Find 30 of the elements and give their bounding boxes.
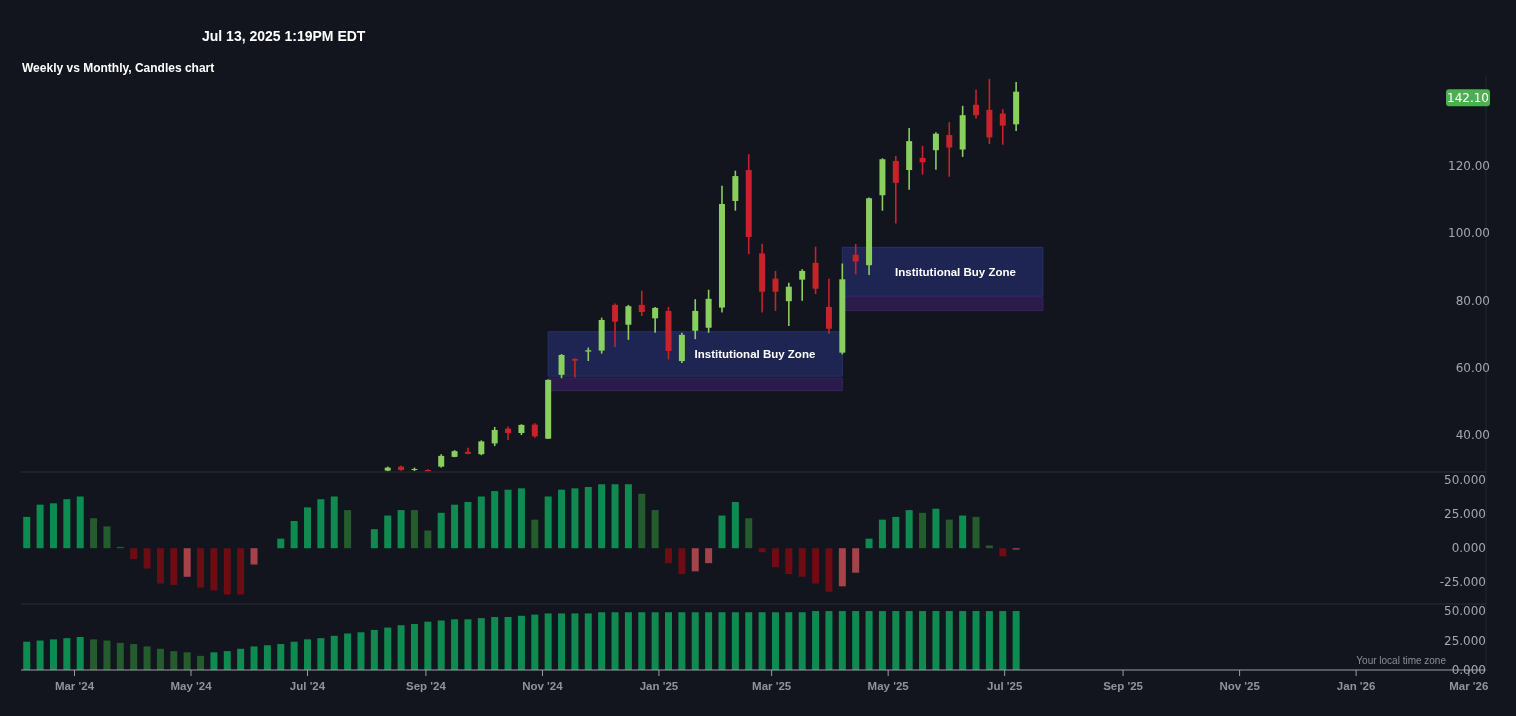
- x-tick-label: Jul '24: [289, 680, 326, 692]
- chart-title: Weekly vs Monthly, Candles chart: [22, 61, 215, 75]
- annotation: Institutional Buy Zone: [895, 265, 1016, 278]
- x-tick-label: May '25: [867, 680, 910, 692]
- x-tick-label: Sep '24: [406, 680, 447, 692]
- chart-subtitle: Jul 13, 2025 1:19PM EDT: [202, 28, 366, 44]
- x-tick-label: Nov '25: [1219, 680, 1261, 692]
- y-tick-label: 25.000: [1444, 633, 1486, 648]
- x-tick-label: Mar '25: [752, 680, 792, 692]
- y-tick-label: 80.00: [1455, 293, 1490, 308]
- y-tick-label: 100.00: [1448, 226, 1490, 241]
- y-tick-label: 40.00: [1455, 428, 1490, 443]
- y-tick-label: 50.000: [1444, 604, 1486, 619]
- x-tick-label: May '24: [170, 680, 213, 692]
- y-tick-label: 50.000: [1444, 473, 1486, 488]
- x-tick-label: Mar '26: [1449, 680, 1489, 692]
- y-tick-label: 0.000: [1451, 541, 1486, 556]
- x-tick-label: Jul '25: [987, 680, 1023, 692]
- x-tick-label: Sep '25: [1103, 680, 1144, 692]
- y-tick-label: -25.000: [1439, 575, 1486, 590]
- annotation: Institutional Buy Zone: [694, 347, 816, 360]
- y-tick-label: 120.00: [1448, 159, 1490, 174]
- x-tick-label: Jan '26: [1336, 680, 1376, 692]
- y-tick-label: 0.000: [1451, 663, 1486, 678]
- x-tick-label: Nov '24: [522, 680, 564, 692]
- annotation: Your local time zone: [1356, 655, 1447, 666]
- x-tick-label: Jan '25: [639, 680, 679, 692]
- y-tick-label: 25.000: [1444, 507, 1486, 522]
- x-tick-label: Mar '24: [54, 680, 95, 692]
- y-tick-label: 60.00: [1455, 360, 1490, 375]
